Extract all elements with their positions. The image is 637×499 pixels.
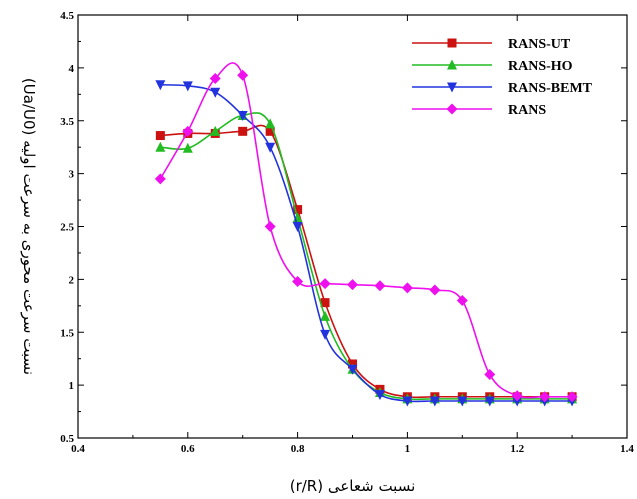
legend-item-rans-ut: RANS-UT — [412, 37, 571, 52]
data-point-rans — [319, 278, 331, 290]
x-axis-title: نسبت شعاعی (r/R) — [290, 477, 416, 495]
y-tick-label: 4 — [69, 63, 75, 75]
legend-item-rans-ho: RANS-HO — [412, 59, 573, 74]
data-point-rans-bemt — [457, 396, 468, 407]
data-point-rans — [154, 173, 166, 185]
x-tick-label: 0.8 — [291, 443, 305, 455]
x-tick-label: 1.2 — [510, 443, 524, 455]
data-point-rans-ho — [155, 141, 166, 152]
y-tick-label: 1 — [69, 380, 75, 392]
data-point-rans — [209, 72, 221, 84]
data-point-rans-bemt — [182, 81, 193, 92]
legend-marker-rans-bemt — [447, 82, 457, 93]
legend: RANS-UT RANS-HO RANS-BEMT RANS — [412, 37, 593, 118]
data-point-rans — [456, 295, 468, 307]
x-tick-label: 0.4 — [71, 443, 85, 455]
series-layer — [154, 62, 578, 407]
series-rans — [154, 62, 578, 403]
y-tick-label: 3.5 — [60, 116, 74, 128]
data-point-rans-ut — [155, 131, 165, 141]
data-point-rans-bemt — [429, 396, 440, 407]
legend-marker-rans-ho — [447, 59, 457, 70]
y-tick-label: 4.5 — [60, 10, 74, 22]
data-point-rans-ho — [265, 118, 276, 129]
data-point-rans-bemt — [512, 396, 523, 407]
series-line-rans — [159, 62, 573, 399]
data-point-rans — [511, 390, 523, 402]
data-point-rans — [347, 279, 358, 291]
data-point-rans — [539, 391, 551, 403]
data-point-rans-ut — [320, 298, 330, 308]
data-point-rans — [374, 280, 386, 292]
data-point-rans-bemt — [237, 110, 248, 121]
data-point-rans-ut — [293, 205, 303, 215]
y-axis-title: نسبت سرعت محوری به سرعت اولیه (Ua/U0) — [20, 78, 38, 375]
x-tick-label: 1.4 — [620, 443, 634, 455]
data-point-rans-bemt — [265, 142, 276, 153]
legend-label: RANS — [508, 103, 546, 118]
series-line-rans-ut — [160, 124, 573, 399]
axis-ticks: 0.4 0.6 0.8 1 1.2 1.4 0.5 1 1.5 2 2.5 3 3.5 4 4.5 — [60, 10, 634, 455]
legend-marker-rans-ut — [447, 38, 457, 48]
y-tick-label: 2.5 — [60, 222, 74, 234]
data-point-rans-bemt — [347, 364, 358, 375]
data-point-rans-ho — [182, 142, 193, 153]
data-point-rans-bemt — [155, 80, 166, 91]
legend-marker-rans — [446, 103, 458, 115]
legend-label: RANS-HO — [508, 59, 573, 74]
x-tick-label: 0.6 — [181, 443, 195, 455]
series-line-rans-bemt — [160, 83, 573, 403]
data-point-rans — [429, 284, 441, 296]
y-tick-label: 3 — [69, 169, 75, 181]
data-point-rans — [401, 282, 413, 294]
data-point-rans-ut — [265, 126, 275, 136]
x-tick-label: 1 — [405, 443, 411, 455]
data-point-rans-bemt — [484, 396, 495, 407]
data-point-rans — [292, 275, 304, 287]
legend-label: RANS-UT — [508, 37, 571, 52]
data-point-rans-bemt — [320, 329, 331, 340]
data-point-rans — [237, 69, 249, 81]
data-point-rans — [566, 391, 578, 403]
data-point-rans — [484, 369, 496, 381]
y-tick-label: 0.5 — [60, 433, 74, 445]
legend-item-rans-bemt: RANS-BEMT — [412, 81, 593, 96]
data-point-rans — [182, 125, 194, 137]
data-point-rans-bemt — [210, 87, 221, 98]
y-tick-label: 1.5 — [60, 327, 74, 339]
data-point-rans-bemt — [292, 222, 303, 232]
data-point-rans-bemt — [402, 396, 413, 407]
data-point-rans-ut — [238, 126, 248, 136]
data-point-rans-ho — [210, 125, 221, 136]
legend-item-rans: RANS — [412, 103, 546, 118]
data-point-rans-bemt — [374, 390, 385, 401]
data-point-rans-ho — [320, 310, 331, 321]
data-point-rans — [264, 221, 276, 232]
y-tick-label: 2 — [69, 274, 75, 286]
legend-label: RANS-BEMT — [508, 81, 593, 96]
